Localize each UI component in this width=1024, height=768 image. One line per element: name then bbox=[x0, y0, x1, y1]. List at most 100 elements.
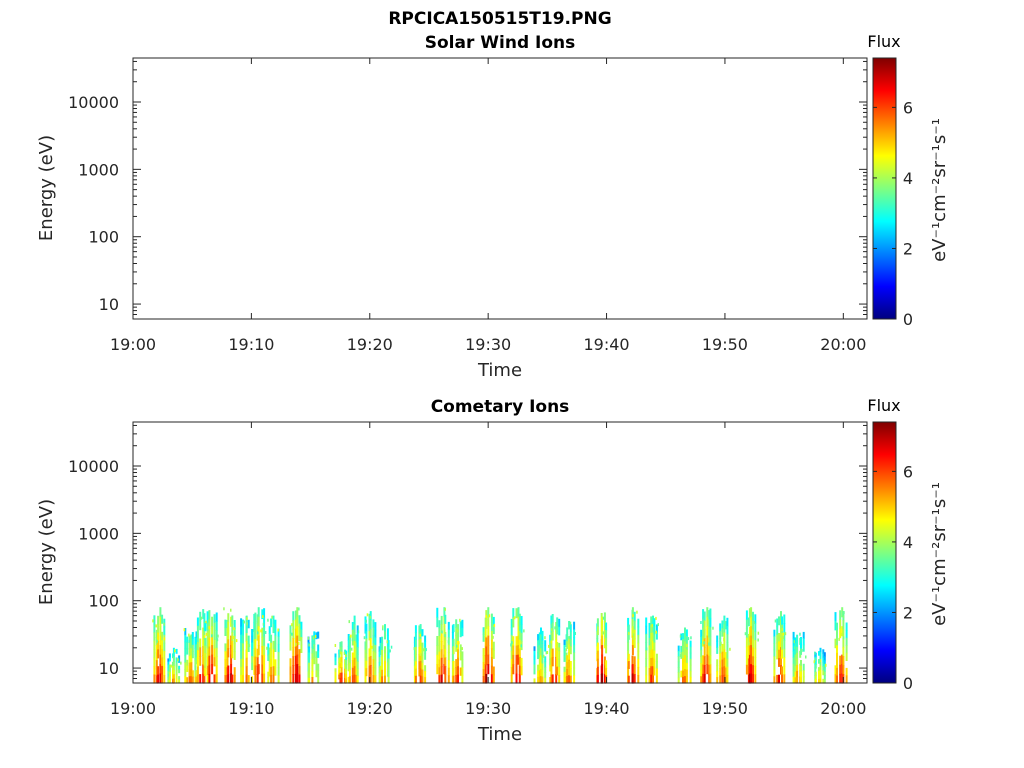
burst-speckle bbox=[235, 639, 238, 643]
burst-speckle bbox=[724, 620, 726, 624]
burst-cell bbox=[274, 659, 277, 668]
x-tick-label: 19:40 bbox=[583, 335, 629, 354]
burst-cell bbox=[157, 624, 160, 634]
burst-cell bbox=[492, 666, 495, 676]
burst-speckle bbox=[248, 644, 251, 648]
burst-cell bbox=[206, 648, 209, 658]
burst-cell bbox=[289, 625, 292, 635]
burst-cell bbox=[355, 634, 358, 644]
burst-cell bbox=[839, 628, 842, 639]
burst-cell bbox=[709, 673, 712, 684]
burst-cell bbox=[684, 655, 686, 663]
burst-cell bbox=[419, 646, 422, 655]
burst-cell bbox=[485, 610, 488, 620]
burst-cell bbox=[261, 673, 264, 684]
burst-cell bbox=[708, 655, 711, 666]
burst-cell bbox=[289, 658, 292, 668]
burst-cell bbox=[721, 620, 724, 629]
burst-cell bbox=[845, 622, 848, 631]
burst-speckle bbox=[483, 631, 485, 635]
burst-cell bbox=[633, 620, 636, 631]
burst-cell bbox=[168, 657, 171, 662]
ion-burst bbox=[363, 611, 377, 684]
burst-speckle bbox=[564, 650, 566, 654]
burst-cell bbox=[645, 674, 648, 684]
burst-cell bbox=[700, 636, 703, 644]
burst-cell bbox=[231, 615, 234, 625]
burst-speckle bbox=[419, 652, 421, 656]
burst-cell bbox=[781, 616, 783, 626]
ion-burst bbox=[548, 614, 561, 684]
burst-cell bbox=[540, 676, 542, 684]
burst-cell bbox=[381, 676, 384, 684]
burst-cell bbox=[515, 654, 518, 665]
burst-cell bbox=[372, 643, 375, 652]
burst-cell bbox=[723, 632, 726, 642]
burst-cell bbox=[387, 658, 390, 666]
burst-cell bbox=[490, 639, 493, 649]
burst-cell bbox=[544, 661, 547, 668]
burst-cell bbox=[436, 607, 439, 618]
burst-cell bbox=[814, 675, 817, 680]
burst-cell bbox=[745, 637, 748, 648]
burst-cell bbox=[605, 630, 608, 639]
burst-cell bbox=[387, 664, 390, 672]
burst-cell bbox=[447, 629, 450, 638]
burst-cell bbox=[842, 647, 845, 657]
burst-speckle bbox=[223, 607, 225, 611]
burst-cell bbox=[231, 649, 234, 659]
burst-cell bbox=[355, 642, 358, 652]
burst-cell bbox=[725, 675, 728, 684]
burst-cell bbox=[455, 635, 458, 644]
burst-cell bbox=[317, 670, 320, 678]
burst-cell bbox=[178, 658, 181, 663]
burst-cell bbox=[792, 644, 795, 652]
burst-cell bbox=[438, 620, 441, 629]
burst-cell bbox=[153, 657, 156, 667]
burst-cell bbox=[823, 659, 826, 665]
burst-cell bbox=[224, 667, 227, 676]
burst-cell bbox=[315, 651, 318, 659]
burst-cell bbox=[721, 659, 724, 668]
burst-cell bbox=[745, 646, 748, 657]
burst-cell bbox=[424, 653, 427, 660]
burst-cell bbox=[719, 630, 722, 639]
burst-cell bbox=[752, 638, 754, 648]
colorbar-tick-label: 0 bbox=[903, 674, 913, 693]
burst-cell bbox=[155, 629, 158, 638]
burst-cell bbox=[208, 664, 211, 675]
burst-cell bbox=[231, 640, 234, 650]
burst-cell bbox=[313, 637, 316, 645]
burst-cell bbox=[822, 670, 825, 676]
burst-cell bbox=[163, 650, 166, 660]
burst-cell bbox=[348, 669, 351, 677]
burst-cell bbox=[845, 645, 848, 654]
burst-cell bbox=[263, 626, 266, 637]
burst-speckle bbox=[298, 607, 300, 611]
burst-cell bbox=[194, 665, 197, 673]
burst-cell bbox=[227, 665, 230, 675]
burst-cell bbox=[703, 620, 706, 630]
burst-cell bbox=[374, 660, 377, 669]
burst-cell bbox=[254, 674, 257, 684]
burst-cell bbox=[178, 655, 181, 660]
burst-cell bbox=[748, 664, 751, 675]
burst-cell bbox=[378, 656, 381, 663]
burst-speckle bbox=[447, 640, 450, 644]
burst-cell bbox=[487, 626, 490, 637]
burst-speckle bbox=[702, 636, 704, 640]
burst-cell bbox=[317, 631, 320, 639]
burst-cell bbox=[633, 638, 636, 648]
burst-cell bbox=[369, 674, 372, 684]
burst-cell bbox=[510, 667, 513, 676]
burst-cell bbox=[568, 621, 571, 630]
burst-cell bbox=[356, 654, 359, 662]
burst-speckle bbox=[814, 658, 816, 662]
burst-cell bbox=[841, 664, 844, 675]
burst-cell bbox=[190, 641, 193, 649]
burst-cell bbox=[421, 629, 424, 637]
burst-cell bbox=[684, 648, 686, 656]
burst-cell bbox=[191, 632, 194, 639]
ion-burst bbox=[167, 647, 182, 684]
burst-cell bbox=[270, 658, 273, 668]
